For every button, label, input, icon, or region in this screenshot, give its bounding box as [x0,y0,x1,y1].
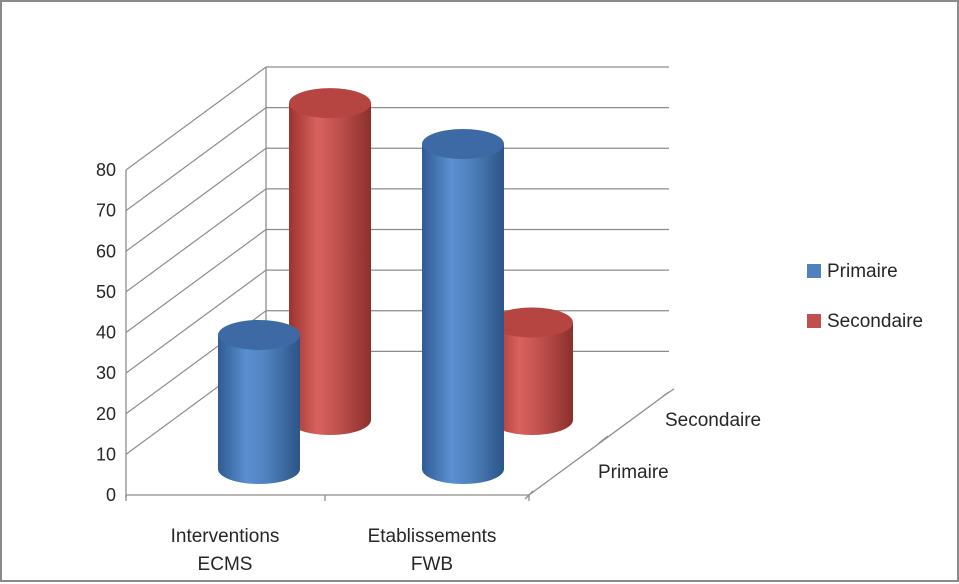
gridline-side [125,229,267,333]
y-tick-label: 50 [96,282,116,302]
bar-secondaire-1-top [491,307,573,338]
gridline-side [125,188,267,293]
gridline-side [125,66,267,171]
x-category-label: Interventions [171,526,280,547]
y-tick-label: 80 [96,160,116,180]
depth-axis-tick [598,435,609,444]
gridline-side [125,147,267,252]
depth-axis-labels: Primaire Secondaire [598,410,761,483]
bar-primaire-0-top [218,319,300,350]
x-category-label: Etablissements [368,526,497,547]
bar-primaire-1-top [422,129,504,159]
bar-secondaire-1-body [491,322,573,435]
legend-label-primaire: Primaire [827,261,898,282]
depth-axis-line [528,391,670,496]
y-tick-label: 60 [96,241,116,261]
chart-walls [125,67,675,501]
y-tick-label: 20 [96,404,116,424]
gridlines [125,66,669,455]
x-axis-labels: Interventions ECMS Etablissements FWB [171,526,497,575]
bar-secondaire-0-top [289,88,371,119]
gridline-side [125,269,267,374]
bar-secondaire-0-body [289,103,371,435]
y-tick-label: 30 [96,363,116,383]
legend: Primaire Secondaire [807,261,923,332]
x-category-label: FWB [411,554,453,575]
x-category-label: ECMS [198,554,253,575]
bar-primaire-1 [422,129,504,484]
y-tick-label: 0 [106,485,116,505]
bar-primaire-0-body [218,334,300,484]
y-axis-ticks: 0 10 20 30 40 50 60 70 80 [96,160,116,505]
legend-label-secondaire: Secondaire [827,311,923,332]
depth-category-label: Secondaire [665,410,761,431]
legend-swatch-secondaire [807,314,821,328]
bar-primaire-0 [218,319,300,484]
legend-swatch-primaire [807,264,821,278]
depth-category-label: Primaire [598,462,669,483]
depth-axis-tick [662,388,675,397]
bars [218,88,573,484]
bar-secondaire-1 [491,307,573,435]
y-tick-label: 70 [96,201,116,221]
bar-secondaire-0 [289,88,371,435]
bar-primaire-1-body [422,144,504,484]
y-tick-label: 40 [96,323,116,343]
y-tick-label: 10 [96,444,116,464]
gridline-side [125,107,267,212]
